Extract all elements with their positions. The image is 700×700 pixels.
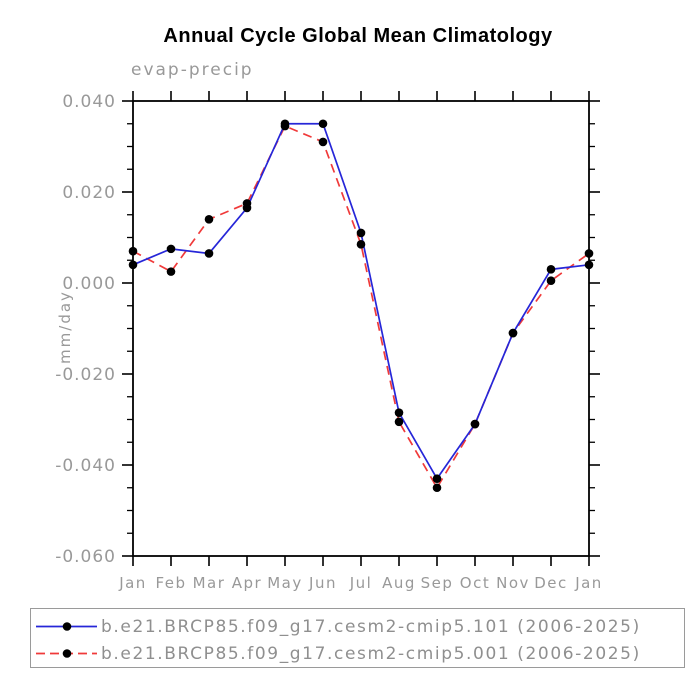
data-point-0 bbox=[204, 249, 214, 258]
x-tick-label: Mar bbox=[193, 574, 226, 592]
data-point-1 bbox=[470, 419, 480, 429]
data-point-1 bbox=[356, 240, 366, 249]
data-point-1 bbox=[394, 417, 404, 427]
data-point-0 bbox=[546, 265, 556, 274]
chart-title: Annual Cycle Global Mean Climatology bbox=[163, 25, 553, 47]
data-point-0 bbox=[318, 119, 328, 129]
data-point-1 bbox=[432, 483, 442, 493]
legend-label: b.e21.BRCP85.f09_g17.cesm2-cmip5.101 (20… bbox=[101, 616, 641, 637]
data-point-0 bbox=[356, 228, 366, 238]
data-point-1 bbox=[280, 121, 290, 131]
data-point-1 bbox=[584, 249, 594, 258]
x-tick-label: Jul bbox=[349, 574, 373, 592]
y-tick-label: 0.020 bbox=[62, 183, 116, 203]
legend-line-dashed-icon bbox=[36, 649, 97, 658]
y-tick-label: 0.040 bbox=[62, 92, 116, 112]
data-point-1 bbox=[546, 276, 556, 286]
x-tick-label: Jun bbox=[308, 574, 337, 592]
data-point-1 bbox=[128, 246, 138, 256]
y-tick-label: 0.000 bbox=[62, 274, 116, 294]
data-point-1 bbox=[508, 328, 518, 338]
chart-subtitle: evap-precip bbox=[131, 60, 254, 80]
x-tick-label: Jan bbox=[118, 574, 147, 592]
data-point-1 bbox=[204, 215, 214, 224]
legend-label: b.e21.BRCP85.f09_g17.cesm2-cmip5.001 (20… bbox=[101, 643, 641, 664]
data-point-1 bbox=[166, 267, 176, 276]
y-tick-label: -0.060 bbox=[55, 547, 116, 567]
x-tick-label: Aug bbox=[382, 574, 416, 592]
data-point-0 bbox=[432, 474, 442, 483]
legend-item: b.e21.BRCP85.f09_g17.cesm2-cmip5.001 (20… bbox=[31, 640, 684, 667]
x-tick-label: Dec bbox=[534, 574, 568, 592]
axis-frame bbox=[132, 100, 590, 557]
x-tick-label: Jan bbox=[574, 574, 603, 592]
legend-line-solid-icon bbox=[36, 622, 97, 631]
data-point-0 bbox=[584, 260, 594, 270]
x-tick-label: Apr bbox=[232, 574, 262, 592]
data-point-0 bbox=[394, 408, 404, 417]
data-point-1 bbox=[242, 199, 252, 208]
x-tick-label: Feb bbox=[155, 574, 186, 592]
legend-item: b.e21.BRCP85.f09_g17.cesm2-cmip5.101 (20… bbox=[31, 613, 684, 640]
data-point-1 bbox=[318, 137, 328, 147]
x-tick-label: Oct bbox=[460, 574, 490, 592]
y-tick-label: -0.040 bbox=[55, 456, 116, 476]
series-line-1 bbox=[132, 124, 590, 490]
legend: b.e21.BRCP85.f09_g17.cesm2-cmip5.101 (20… bbox=[30, 608, 685, 668]
x-tick-label: Nov bbox=[496, 574, 530, 592]
series-line-0 bbox=[132, 122, 590, 481]
y-tick-label: -0.020 bbox=[55, 365, 116, 385]
x-tick-label: Sep bbox=[421, 574, 454, 592]
data-point-0 bbox=[128, 260, 138, 270]
data-point-0 bbox=[166, 244, 176, 254]
x-tick-label: May bbox=[267, 574, 303, 592]
